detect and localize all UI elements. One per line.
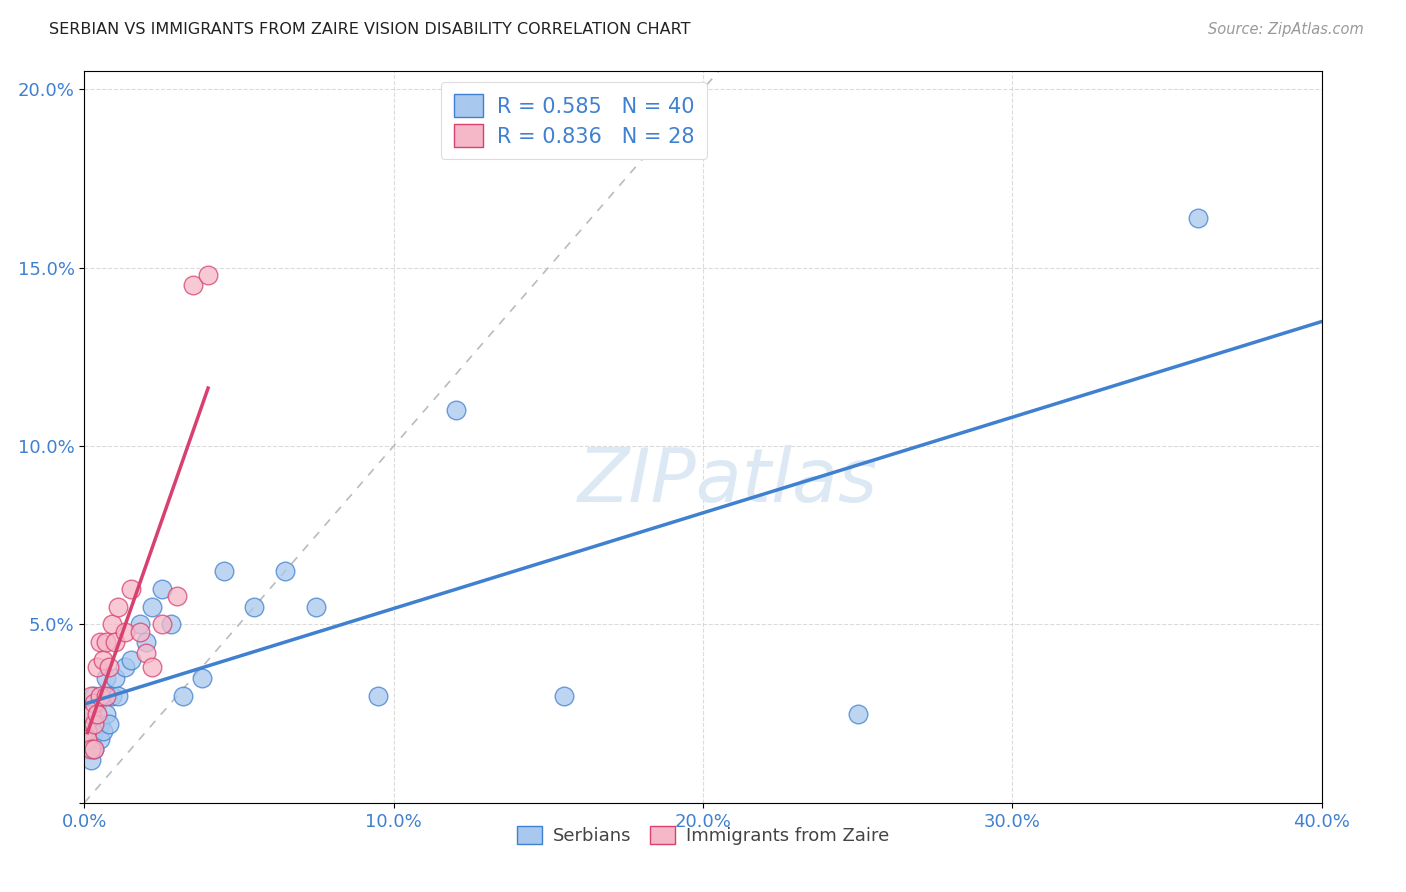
Point bbox=[83, 696, 105, 710]
Point bbox=[135, 635, 157, 649]
Point bbox=[94, 689, 117, 703]
Point bbox=[150, 582, 173, 596]
Point bbox=[79, 742, 101, 756]
Point bbox=[191, 671, 214, 685]
Point bbox=[166, 589, 188, 603]
Point bbox=[76, 724, 98, 739]
Point bbox=[79, 753, 101, 767]
Point bbox=[86, 660, 108, 674]
Point bbox=[141, 599, 163, 614]
Point bbox=[91, 653, 114, 667]
Point bbox=[86, 706, 108, 721]
Point bbox=[79, 706, 101, 721]
Point bbox=[86, 696, 108, 710]
Point bbox=[160, 617, 183, 632]
Point bbox=[104, 671, 127, 685]
Point bbox=[76, 724, 98, 739]
Point bbox=[107, 689, 129, 703]
Point bbox=[150, 617, 173, 632]
Point bbox=[89, 717, 111, 731]
Point bbox=[129, 624, 152, 639]
Point bbox=[79, 731, 101, 746]
Point bbox=[83, 742, 105, 756]
Point bbox=[120, 582, 142, 596]
Point bbox=[89, 689, 111, 703]
Point bbox=[104, 635, 127, 649]
Point bbox=[114, 660, 136, 674]
Point bbox=[129, 617, 152, 632]
Point bbox=[83, 717, 105, 731]
Point bbox=[79, 706, 101, 721]
Point bbox=[76, 731, 98, 746]
Point bbox=[98, 660, 121, 674]
Point bbox=[243, 599, 266, 614]
Point bbox=[101, 689, 124, 703]
Point bbox=[83, 724, 105, 739]
Point bbox=[181, 278, 204, 293]
Point bbox=[89, 635, 111, 649]
Point bbox=[553, 689, 575, 703]
Point bbox=[212, 564, 235, 578]
Point bbox=[274, 564, 297, 578]
Point bbox=[86, 706, 108, 721]
Point bbox=[91, 689, 114, 703]
Text: ZIPatlas: ZIPatlas bbox=[578, 445, 877, 517]
Point bbox=[305, 599, 328, 614]
Point bbox=[79, 689, 101, 703]
Point bbox=[172, 689, 194, 703]
Point bbox=[79, 717, 101, 731]
Point bbox=[98, 717, 121, 731]
Legend: Serbians, Immigrants from Zaire: Serbians, Immigrants from Zaire bbox=[510, 819, 896, 852]
Point bbox=[89, 731, 111, 746]
Point bbox=[107, 599, 129, 614]
Point bbox=[135, 646, 157, 660]
Point bbox=[444, 403, 467, 417]
Point bbox=[197, 268, 219, 282]
Point bbox=[114, 624, 136, 639]
Point bbox=[91, 724, 114, 739]
Point bbox=[367, 689, 389, 703]
Point bbox=[76, 731, 98, 746]
Point bbox=[94, 671, 117, 685]
Point bbox=[94, 706, 117, 721]
Point bbox=[83, 689, 105, 703]
Point bbox=[101, 617, 124, 632]
Point bbox=[141, 660, 163, 674]
Point bbox=[94, 635, 117, 649]
Text: Source: ZipAtlas.com: Source: ZipAtlas.com bbox=[1208, 22, 1364, 37]
Point bbox=[83, 742, 105, 756]
Text: SERBIAN VS IMMIGRANTS FROM ZAIRE VISION DISABILITY CORRELATION CHART: SERBIAN VS IMMIGRANTS FROM ZAIRE VISION … bbox=[49, 22, 690, 37]
Point bbox=[846, 706, 869, 721]
Point bbox=[76, 742, 98, 756]
Point bbox=[120, 653, 142, 667]
Point bbox=[1187, 211, 1209, 225]
